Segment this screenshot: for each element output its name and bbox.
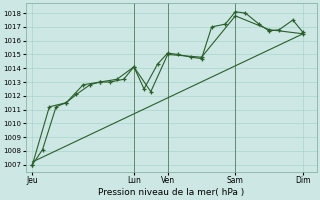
- X-axis label: Pression niveau de la mer( hPa ): Pression niveau de la mer( hPa ): [98, 188, 244, 197]
